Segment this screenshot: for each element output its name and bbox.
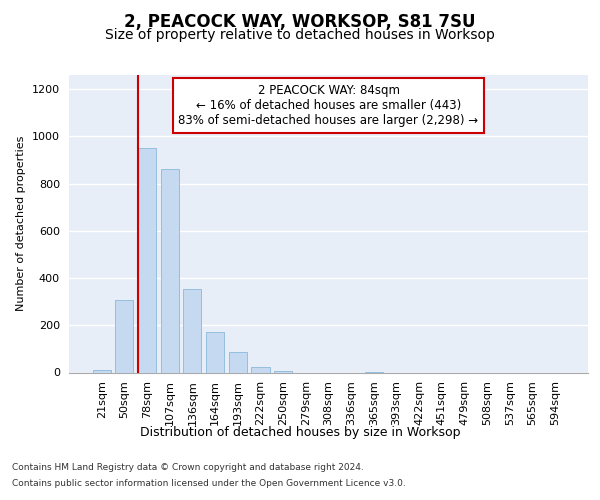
Text: Contains HM Land Registry data © Crown copyright and database right 2024.: Contains HM Land Registry data © Crown c… bbox=[12, 464, 364, 472]
Text: Size of property relative to detached houses in Worksop: Size of property relative to detached ho… bbox=[105, 28, 495, 42]
Bar bbox=[184, 288, 202, 372]
Text: Contains public sector information licensed under the Open Government Licence v3: Contains public sector information licen… bbox=[12, 478, 406, 488]
Text: 2 PEACOCK WAY: 84sqm
← 16% of detached houses are smaller (443)
83% of semi-deta: 2 PEACOCK WAY: 84sqm ← 16% of detached h… bbox=[178, 84, 479, 127]
Bar bbox=[92, 370, 111, 372]
Text: 2, PEACOCK WAY, WORKSOP, S81 7SU: 2, PEACOCK WAY, WORKSOP, S81 7SU bbox=[124, 12, 476, 30]
Bar bbox=[251, 366, 269, 372]
Y-axis label: Number of detached properties: Number of detached properties bbox=[16, 136, 26, 312]
Bar bbox=[229, 352, 247, 372]
Bar bbox=[161, 170, 179, 372]
Text: Distribution of detached houses by size in Worksop: Distribution of detached houses by size … bbox=[140, 426, 460, 439]
Bar bbox=[115, 300, 133, 372]
Bar bbox=[138, 148, 156, 372]
Bar bbox=[206, 332, 224, 372]
